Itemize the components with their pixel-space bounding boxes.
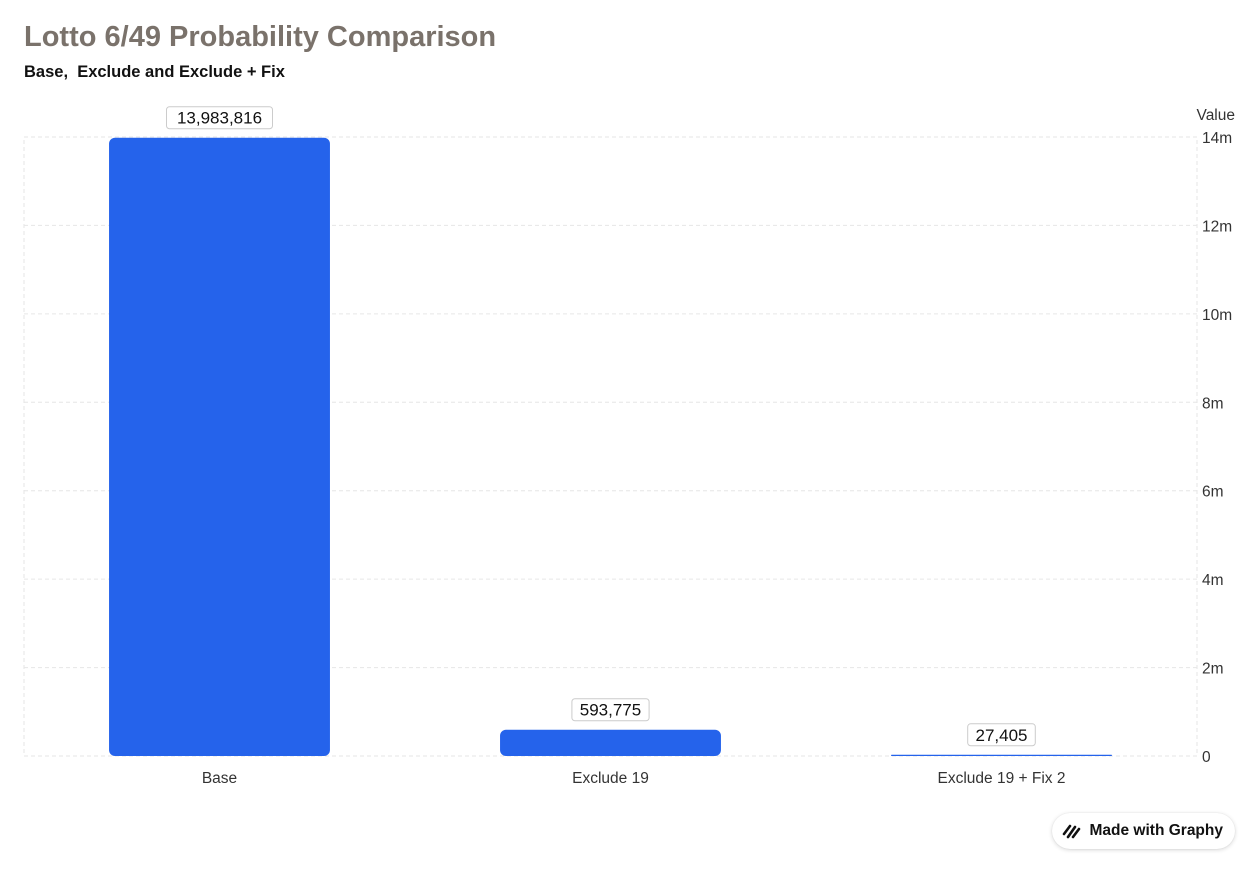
bar bbox=[891, 754, 1112, 756]
data-label: 27,405 bbox=[976, 726, 1028, 745]
y-tick-label: 2m bbox=[1202, 661, 1224, 678]
graphy-logo-icon bbox=[1062, 821, 1082, 841]
y-axis-title: Value bbox=[1197, 107, 1236, 124]
y-tick-label: 12m bbox=[1202, 218, 1232, 235]
y-tick-label: 8m bbox=[1202, 395, 1224, 412]
x-tick-label: Base bbox=[202, 770, 237, 787]
y-tick-label: 0 bbox=[1202, 749, 1211, 766]
y-tick-label: 4m bbox=[1202, 572, 1224, 589]
data-label-box bbox=[571, 698, 650, 722]
made-with-graphy-badge[interactable]: Made with Graphy bbox=[1051, 813, 1235, 849]
y-tick-label: 6m bbox=[1202, 484, 1224, 501]
data-label: 593,775 bbox=[580, 701, 641, 720]
bar bbox=[500, 729, 721, 756]
data-label-box bbox=[166, 106, 273, 130]
y-tick-label: 14m bbox=[1202, 130, 1232, 147]
chart-title: Lotto 6/49 Probability Comparison bbox=[24, 21, 497, 53]
data-label: 13,983,816 bbox=[177, 109, 262, 128]
bar bbox=[109, 137, 330, 756]
x-tick-label: Exclude 19 bbox=[572, 770, 649, 787]
badge-label: Made with Graphy bbox=[1089, 822, 1224, 839]
data-label-box bbox=[967, 723, 1036, 747]
y-tick-label: 10m bbox=[1202, 307, 1232, 324]
x-tick-label: Exclude 19 + Fix 2 bbox=[938, 770, 1066, 787]
chart-subtitle: Base, Exclude and Exclude + Fix bbox=[24, 63, 285, 81]
